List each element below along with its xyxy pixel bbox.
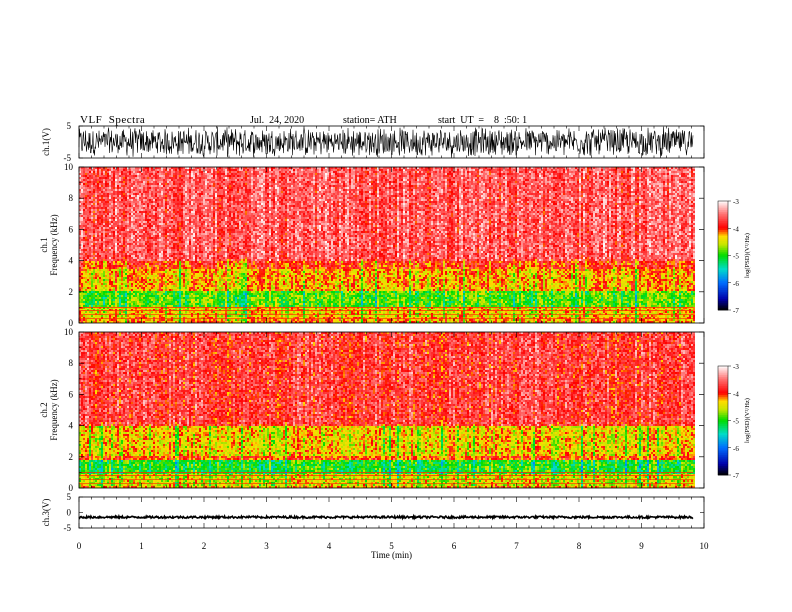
colorbar-2-tick-label: -6 xyxy=(733,445,739,453)
x-tick-label: 6 xyxy=(452,541,457,551)
waveform-3-ytick-label: 0 xyxy=(67,508,72,518)
spectrogram-2-ytick-label: 6 xyxy=(69,389,74,399)
x-axis-label: Time (min) xyxy=(371,550,412,560)
colorbar-2-tick-label: -7 xyxy=(733,472,739,480)
colorbar-1-tick-label: -4 xyxy=(733,225,739,233)
spectrogram-1-ytick-label: 10 xyxy=(64,162,74,172)
waveform-3-ytick-label: 5 xyxy=(67,492,72,502)
spectrogram-2-ytick-label: 2 xyxy=(69,452,74,462)
spectrogram-1-ytick-label: 8 xyxy=(69,193,74,203)
colorbar-2-tick-label: -3 xyxy=(733,363,739,371)
colorbar-1-tick-label: -7 xyxy=(733,307,739,315)
colorbar-2-label: log(PSD)(V²/Hz) xyxy=(744,398,751,443)
spectrogram-1-image xyxy=(79,167,695,323)
colorbar-1 xyxy=(718,201,728,310)
spectrogram-1-ytick-label: 2 xyxy=(69,287,74,297)
waveform-1-ylabel: ch.1(V) xyxy=(41,128,51,156)
x-tick-label: 1 xyxy=(139,541,144,551)
waveform-1-trace xyxy=(79,127,693,158)
colorbar-2-tick-label: -4 xyxy=(733,390,739,398)
colorbar-2-tick-label: -5 xyxy=(733,418,739,426)
spectrogram-2-ytick-label: 8 xyxy=(69,358,74,368)
x-tick-label: 4 xyxy=(327,541,332,551)
waveform-3-xticks xyxy=(79,497,704,528)
spectrogram-2-ytick-label: 10 xyxy=(64,327,74,337)
x-tick-label: 2 xyxy=(202,541,207,551)
x-tick-label: 7 xyxy=(514,541,519,551)
x-tick-label: 10 xyxy=(700,541,710,551)
waveform-1-ytick-label: 5 xyxy=(67,121,72,131)
waveform-3-ylabel: ch.3(V) xyxy=(41,499,51,527)
colorbar-1-tick-label: -6 xyxy=(733,280,739,288)
colorbar-1-label: log(PSD)(V²/Hz) xyxy=(744,233,751,278)
spectrogram-2-image xyxy=(79,332,695,488)
spectrogram-2-ylabel: Frequency (kHz) xyxy=(49,379,59,440)
waveform-3-trace xyxy=(79,516,693,518)
colorbar-1-tick-label: -3 xyxy=(733,198,739,206)
x-tick-label: 0 xyxy=(77,541,82,551)
x-tick-label: 9 xyxy=(639,541,644,551)
spectrogram-2-channel-label: ch.2 xyxy=(39,402,49,417)
spectrogram-1-ylabel: Frequency (kHz) xyxy=(49,214,59,275)
colorbar-1-tick-label: -5 xyxy=(733,253,739,261)
waveform-3-ytick-label: -5 xyxy=(64,523,72,533)
spectrogram-2-ytick-label: 4 xyxy=(69,421,74,431)
colorbar-2 xyxy=(718,366,728,475)
spectrogram-1-ytick-label: 4 xyxy=(69,256,74,266)
spectrogram-1-channel-label: ch.1 xyxy=(39,237,49,252)
x-tick-label: 3 xyxy=(264,541,269,551)
x-tick-label: 8 xyxy=(577,541,582,551)
spectrogram-1-ytick-label: 6 xyxy=(69,224,74,234)
